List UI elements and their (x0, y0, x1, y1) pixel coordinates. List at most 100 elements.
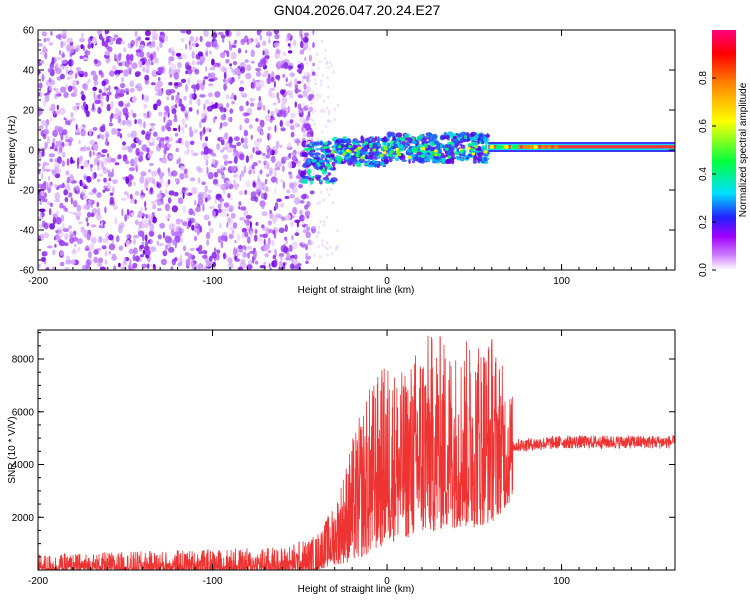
spectrogram-cell (262, 233, 268, 239)
spectrogram-cell (238, 86, 245, 92)
spectrogram-cell (304, 160, 309, 166)
spectrogram-cell (292, 39, 297, 47)
spectrogram-cell (156, 45, 160, 52)
spectrogram-cell (315, 176, 321, 182)
spectrogram-cell (84, 185, 89, 190)
spectrogram-cell (187, 77, 191, 85)
spectrogram-cell (188, 40, 191, 46)
spectrogram-cell (55, 140, 61, 147)
spectrogram-cell (149, 223, 155, 232)
spectrogram-cell (301, 75, 304, 82)
spectrogram-cell (171, 205, 178, 213)
spectrogram-cell (283, 107, 288, 111)
spectrogram-cell (271, 239, 275, 247)
spectrogram-cell (68, 71, 74, 80)
spectrogram-cell (108, 243, 116, 251)
spectrogram-cell (238, 190, 244, 196)
spectrogram-cell (248, 170, 252, 175)
spectrogram-cell (132, 254, 136, 262)
spectrogram-cell (92, 187, 97, 194)
spectrogram-cell (144, 30, 151, 37)
spectrogram-cell (159, 222, 166, 229)
spectrogram-cell (238, 206, 241, 210)
spectrogram-cell (65, 66, 69, 74)
spectrogram-cell (273, 30, 280, 35)
spectrogram-cell (154, 57, 159, 64)
spectrogram-cell (258, 125, 263, 133)
spectrogram-cell (424, 157, 431, 162)
spectrogram-cell (318, 255, 322, 259)
spectrogram-cell (364, 151, 370, 155)
spectrogram-cell (311, 71, 316, 76)
spectrogram-cell (322, 99, 326, 103)
burst-region (300, 131, 491, 185)
spectrogram-cell (149, 44, 153, 49)
spectrogram-cell (125, 176, 130, 184)
spectrogram-cell (297, 64, 302, 69)
spectrogram-cell (211, 41, 218, 47)
spectrogram-cell (263, 183, 267, 190)
spectrogram-cell (125, 119, 131, 125)
spectrogram-cell (245, 215, 252, 219)
spectrogram-cell (175, 147, 179, 153)
spectrogram-cell (63, 143, 70, 147)
spectrogram-cell (61, 160, 65, 167)
spectrogram-cell (243, 138, 247, 143)
spectrogram-cell (250, 154, 253, 160)
spectrogram-cell (225, 30, 230, 37)
spectrogram-cell (389, 150, 393, 154)
spectrogram-cell (477, 152, 484, 157)
spectrogram-cell (331, 161, 336, 167)
spectrogram-cell (318, 231, 321, 235)
spectrogram-cell (231, 44, 237, 49)
spectrogram-cell (325, 159, 330, 164)
spectrogram-cell (164, 188, 168, 195)
spectrogram-cell (115, 235, 120, 243)
spectrogram-cell (169, 155, 174, 159)
spectrogram-cell (117, 225, 123, 234)
spectrogram-cell (204, 99, 210, 105)
spectrogram-cell (38, 184, 43, 189)
spectrogram-cell (336, 244, 339, 248)
spectrogram-cell (306, 253, 309, 258)
spectrogram-cell (156, 168, 161, 174)
spectrogram-cell (272, 102, 277, 106)
spectrogram-cell (232, 61, 238, 66)
spectrogram-cell (230, 165, 237, 173)
spectrogram-cell (347, 138, 351, 143)
spectrogram-cell (246, 64, 252, 72)
spectrogram-cell (251, 164, 255, 170)
spectrogram-cell (224, 79, 228, 85)
spectrogram-cell (257, 236, 264, 244)
spectrogram-cell (460, 150, 464, 154)
spectrogram-cell (165, 182, 169, 188)
spectrogram-cell (321, 130, 324, 134)
spectrogram-cell (189, 247, 195, 252)
spectrogram-cell (182, 245, 187, 252)
spectrogram-cell (106, 153, 110, 158)
spectrogram-cell (139, 176, 145, 184)
spectrogram-cell (287, 161, 293, 169)
spectrogram-cell (312, 30, 315, 35)
spectrogram-cell (162, 231, 166, 239)
spectrogram-cell (326, 241, 329, 245)
spectrogram-cell (70, 259, 76, 265)
spectrogram-cell (97, 152, 102, 156)
spectrogram-cell (467, 153, 473, 157)
spectrogram-cell (148, 230, 155, 237)
spectrogram-cell (84, 230, 89, 234)
spectrogram-cell (325, 163, 331, 168)
spectrogram-cell (108, 85, 111, 92)
spectrogram-cell (294, 87, 299, 94)
spectrogram-cell (112, 66, 117, 71)
spectrogram-cell (474, 145, 479, 149)
spectrogram-cell (189, 217, 195, 224)
spectrogram-cell (43, 251, 48, 255)
spectrogram-cell (216, 143, 220, 151)
spectrogram-cell (93, 249, 99, 255)
spectrogram-cell (323, 223, 326, 227)
spectrogram-cell (311, 119, 314, 123)
spectrogram-cell (431, 133, 438, 140)
spectrogram-cell (43, 37, 47, 43)
spectrogram-cell (97, 134, 101, 139)
